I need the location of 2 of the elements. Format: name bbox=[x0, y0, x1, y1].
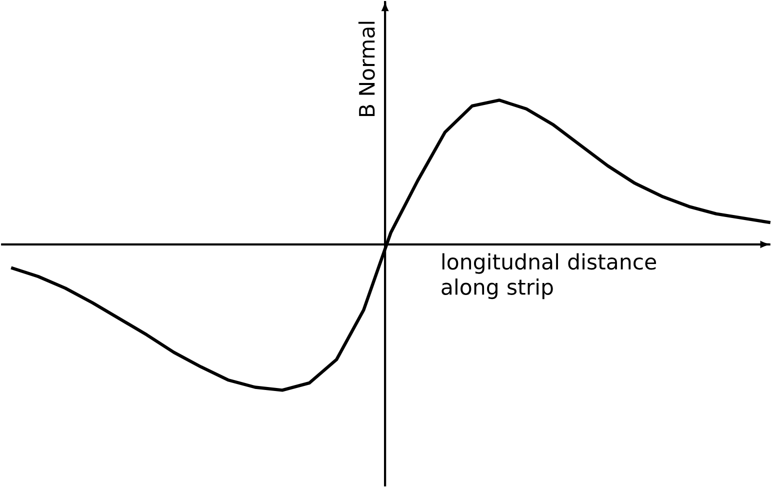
y-axis-title: B Normal bbox=[358, 22, 375, 116]
x-axis-title: longitudnal distance along strip bbox=[442, 253, 656, 299]
